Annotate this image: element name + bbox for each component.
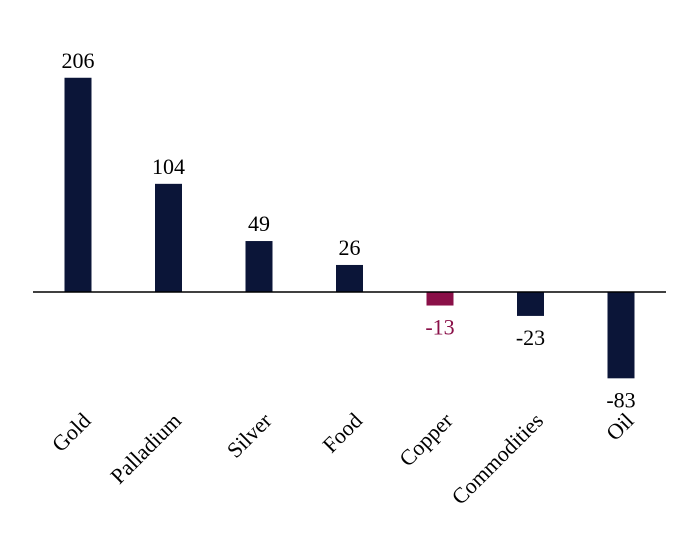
bar-copper	[426, 292, 454, 306]
category-label-silver: Silver	[222, 407, 277, 462]
category-label-commodities: Commodities	[447, 408, 549, 510]
bars-group	[64, 77, 635, 379]
bar-palladium	[155, 183, 182, 292]
value-label-oil: -83	[606, 387, 635, 412]
value-label-silver: 49	[248, 211, 270, 236]
value-label-palladium: 104	[152, 154, 185, 179]
value-label-commodities: -23	[516, 325, 545, 350]
value-label-food: 26	[339, 235, 361, 260]
category-label-gold: Gold	[47, 408, 96, 457]
value-label-gold: 206	[62, 48, 95, 73]
bar-food	[336, 264, 363, 292]
bar-commodities	[517, 292, 544, 316]
category-labels-group: Gold Palladium Silver Food CopperCommodities…	[47, 407, 639, 509]
bar-gold	[64, 77, 92, 292]
bar-oil	[607, 292, 635, 379]
category-label-food: Food	[317, 408, 367, 458]
category-label-palladium: Palladium	[105, 408, 186, 489]
category-label-copper: Copper	[394, 407, 458, 471]
category-label-oil: Oil	[601, 408, 639, 446]
value-labels-group: 206 104 49 26 -13 -23 -83	[62, 48, 636, 413]
bar-silver	[245, 241, 273, 292]
value-label-copper: -13	[425, 315, 454, 340]
